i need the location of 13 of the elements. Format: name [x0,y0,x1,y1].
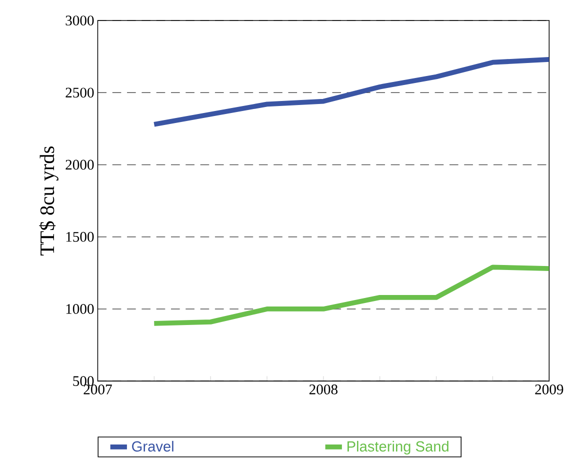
y-tick-label: 1000 [66,304,94,314]
y-tick-label: 1500 [66,232,94,242]
x-tick-label: 2009 [535,384,564,394]
y-tick-label: 500 [73,376,94,386]
line-series [152,56,550,127]
x-tick-label: 2007 [84,384,112,394]
y-axis-title: TT$ 8cu yrds [39,146,58,256]
y-tick-label: 2000 [66,160,94,170]
y-tick-label: 3000 [66,16,94,26]
x-tick-label: 2008 [309,384,338,394]
legend-label: Gravel [132,440,174,452]
legend-label: Plastering Sand [348,440,448,454]
y-tick-label: 2500 [66,88,94,98]
